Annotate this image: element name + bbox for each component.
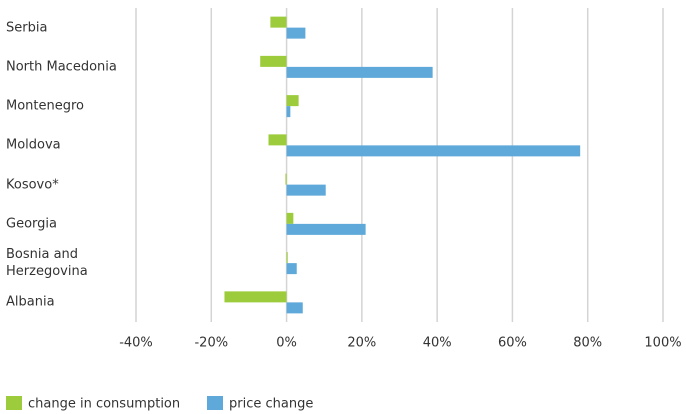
x-tick-label: 40% [423, 336, 452, 351]
x-tick-label: -20% [194, 336, 228, 351]
bar [285, 173, 287, 185]
bar [286, 223, 366, 235]
bar [268, 134, 287, 146]
bar [286, 252, 288, 264]
bar [286, 27, 306, 39]
bar [286, 263, 297, 275]
bar [286, 145, 581, 157]
legend-swatch [207, 396, 223, 410]
bar [224, 291, 287, 303]
category-label: Bosnia and Herzegovina [6, 247, 88, 280]
bar [286, 66, 433, 78]
legend-swatch [6, 396, 22, 410]
x-tick-label: 80% [573, 336, 602, 351]
x-tick-label: 20% [347, 336, 376, 351]
category-label: Serbia [6, 20, 48, 36]
category-label: Georgia [6, 216, 57, 232]
x-tick-label: 60% [498, 336, 527, 351]
x-tick-label: -40% [119, 336, 153, 351]
bar [270, 16, 287, 28]
category-label: Albania [6, 294, 55, 310]
legend-label: change in consumption [28, 397, 180, 412]
category-label: North Macedonia [6, 59, 117, 75]
bar [286, 184, 326, 196]
category-label: Montenegro [6, 98, 85, 114]
x-tick-label: 0% [276, 336, 297, 351]
category-label: Kosovo* [6, 177, 59, 193]
bar [286, 106, 291, 118]
bar [286, 302, 303, 314]
category-label: Moldova [6, 137, 61, 153]
x-tick-label: 100% [644, 336, 681, 351]
bar [286, 212, 294, 224]
bar [260, 55, 287, 67]
bar [286, 95, 299, 107]
legend-label: price change [229, 397, 313, 412]
